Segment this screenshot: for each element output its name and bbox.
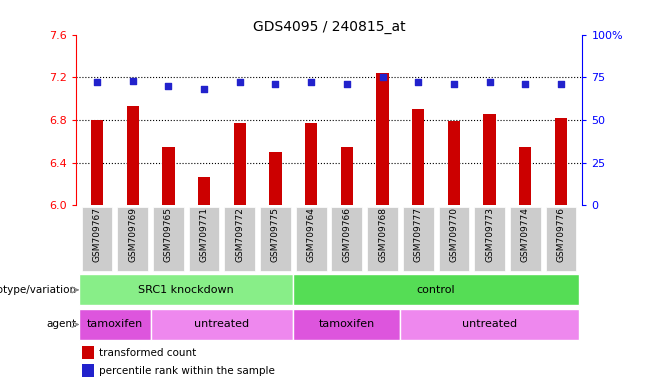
Bar	[162, 147, 174, 205]
Point	[342, 81, 352, 87]
FancyBboxPatch shape	[224, 207, 255, 271]
Bar	[305, 123, 317, 205]
FancyBboxPatch shape	[474, 207, 505, 271]
Point	[92, 79, 103, 86]
Title: GDS4095 / 240815_at: GDS4095 / 240815_at	[253, 20, 405, 33]
Bar	[412, 109, 424, 205]
Text: tamoxifen: tamoxifen	[87, 319, 143, 329]
Point	[484, 79, 495, 86]
Bar	[198, 177, 211, 205]
Bar	[79, 274, 293, 306]
FancyBboxPatch shape	[82, 207, 113, 271]
Point	[555, 81, 566, 87]
Text: GSM709772: GSM709772	[236, 207, 244, 262]
Bar	[400, 309, 579, 340]
Text: GSM709770: GSM709770	[449, 207, 459, 262]
Point	[449, 81, 459, 87]
Bar	[82, 346, 94, 359]
Text: GSM709765: GSM709765	[164, 207, 173, 262]
Point	[306, 79, 316, 86]
FancyBboxPatch shape	[403, 207, 434, 271]
Text: GSM709764: GSM709764	[307, 207, 316, 262]
Text: transformed count: transformed count	[99, 348, 196, 358]
Point	[199, 86, 209, 92]
Bar	[126, 106, 139, 205]
Text: SRC1 knockdown: SRC1 knockdown	[138, 285, 234, 295]
Point	[413, 79, 424, 86]
FancyBboxPatch shape	[367, 207, 398, 271]
Bar	[91, 120, 103, 205]
Text: tamoxifen: tamoxifen	[318, 319, 375, 329]
Bar	[79, 309, 151, 340]
Bar	[447, 121, 460, 205]
Text: control: control	[417, 285, 455, 295]
Point	[128, 78, 138, 84]
Bar	[341, 147, 353, 205]
Point	[163, 83, 174, 89]
Text: GSM709767: GSM709767	[93, 207, 101, 262]
Point	[234, 79, 245, 86]
Text: GSM709774: GSM709774	[520, 207, 530, 262]
Bar	[293, 274, 579, 306]
Text: GSM709775: GSM709775	[271, 207, 280, 262]
Bar	[151, 309, 293, 340]
FancyBboxPatch shape	[153, 207, 184, 271]
Text: GSM709777: GSM709777	[414, 207, 422, 262]
Text: percentile rank within the sample: percentile rank within the sample	[99, 366, 274, 376]
Bar	[376, 73, 389, 205]
Text: GSM709766: GSM709766	[342, 207, 351, 262]
Bar	[293, 309, 400, 340]
Bar	[234, 123, 246, 205]
Text: agent: agent	[46, 319, 76, 329]
FancyBboxPatch shape	[117, 207, 148, 271]
Bar	[555, 118, 567, 205]
Text: GSM709769: GSM709769	[128, 207, 138, 262]
Bar	[484, 114, 496, 205]
FancyBboxPatch shape	[332, 207, 362, 271]
Point	[520, 81, 530, 87]
FancyBboxPatch shape	[545, 207, 576, 271]
FancyBboxPatch shape	[189, 207, 220, 271]
FancyBboxPatch shape	[260, 207, 291, 271]
FancyBboxPatch shape	[438, 207, 469, 271]
Bar	[82, 364, 94, 377]
Bar	[269, 152, 282, 205]
Text: GSM709768: GSM709768	[378, 207, 387, 262]
Bar	[519, 147, 532, 205]
FancyBboxPatch shape	[296, 207, 326, 271]
Point	[377, 74, 388, 80]
Text: untreated: untreated	[462, 319, 517, 329]
Text: GSM709773: GSM709773	[485, 207, 494, 262]
Text: GSM709771: GSM709771	[199, 207, 209, 262]
Text: untreated: untreated	[194, 319, 249, 329]
Text: genotype/variation: genotype/variation	[0, 285, 76, 295]
Point	[270, 81, 281, 87]
FancyBboxPatch shape	[510, 207, 541, 271]
Text: GSM709776: GSM709776	[557, 207, 565, 262]
